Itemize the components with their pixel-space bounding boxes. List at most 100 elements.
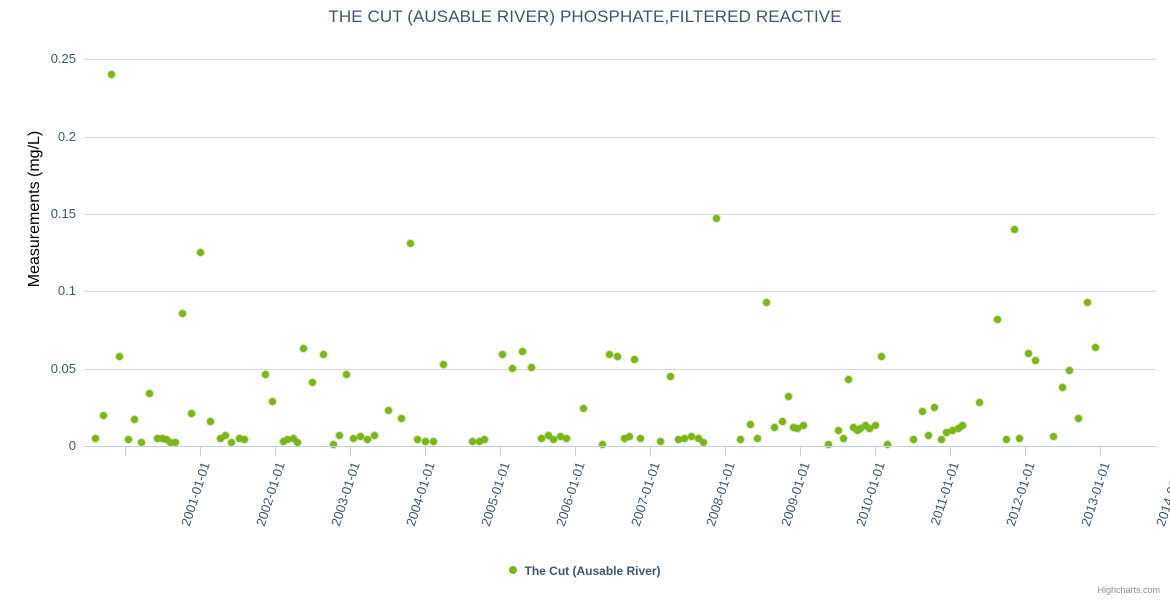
scatter-point[interactable]: [790, 423, 798, 431]
scatter-point[interactable]: [398, 414, 406, 422]
scatter-point[interactable]: [299, 345, 307, 353]
scatter-point[interactable]: [844, 376, 852, 383]
scatter-point[interactable]: [687, 433, 695, 441]
scatter-point[interactable]: [883, 440, 891, 448]
scatter-point[interactable]: [330, 440, 338, 448]
scatter-point[interactable]: [363, 436, 371, 444]
scatter-point[interactable]: [1075, 414, 1083, 422]
scatter-point[interactable]: [959, 422, 967, 430]
scatter-point[interactable]: [931, 403, 939, 411]
scatter-point[interactable]: [779, 417, 787, 425]
scatter-point[interactable]: [158, 434, 166, 442]
scatter-point[interactable]: [206, 417, 214, 425]
scatter-point[interactable]: [695, 434, 703, 442]
scatter-point[interactable]: [562, 434, 570, 442]
scatter-point[interactable]: [937, 436, 945, 444]
scatter-point[interactable]: [666, 372, 674, 380]
scatter-point[interactable]: [137, 439, 145, 447]
scatter-point[interactable]: [656, 437, 664, 445]
scatter-point[interactable]: [476, 437, 484, 445]
scatter-point[interactable]: [197, 249, 205, 257]
scatter-point[interactable]: [754, 434, 762, 442]
scatter-point[interactable]: [557, 433, 565, 441]
scatter-point[interactable]: [167, 439, 175, 447]
scatter-point[interactable]: [550, 436, 558, 444]
scatter-point[interactable]: [1025, 349, 1033, 357]
scatter-point[interactable]: [1065, 366, 1073, 374]
scatter-point[interactable]: [481, 436, 489, 444]
scatter-point[interactable]: [949, 427, 957, 435]
scatter-point[interactable]: [261, 371, 269, 379]
scatter-point[interactable]: [179, 309, 187, 317]
scatter-point[interactable]: [613, 352, 621, 360]
scatter-point[interactable]: [440, 360, 448, 368]
scatter-point[interactable]: [861, 422, 869, 430]
scatter-point[interactable]: [289, 434, 297, 442]
scatter-point[interactable]: [1015, 434, 1023, 442]
scatter-point[interactable]: [857, 425, 865, 433]
scatter-point[interactable]: [942, 428, 950, 436]
scatter-point[interactable]: [116, 352, 124, 360]
scatter-point[interactable]: [130, 416, 138, 424]
scatter-point[interactable]: [865, 425, 873, 433]
scatter-point[interactable]: [107, 71, 115, 79]
scatter-point[interactable]: [172, 439, 180, 447]
scatter-point[interactable]: [850, 423, 858, 431]
scatter-point[interactable]: [1002, 436, 1010, 444]
scatter-point[interactable]: [308, 379, 316, 387]
scatter-point[interactable]: [700, 439, 708, 447]
scatter-point[interactable]: [1083, 298, 1091, 306]
scatter-point[interactable]: [187, 410, 195, 418]
scatter-point[interactable]: [621, 434, 629, 442]
scatter-point[interactable]: [227, 439, 235, 447]
scatter-point[interactable]: [954, 425, 962, 433]
scatter-point[interactable]: [993, 315, 1001, 323]
scatter-point[interactable]: [162, 436, 170, 444]
scatter-point[interactable]: [1050, 433, 1058, 441]
scatter-point[interactable]: [712, 215, 720, 223]
scatter-point[interactable]: [91, 434, 99, 442]
scatter-point[interactable]: [636, 434, 644, 442]
scatter-point[interactable]: [100, 411, 108, 419]
scatter-point[interactable]: [794, 425, 801, 433]
scatter-point[interactable]: [544, 431, 552, 439]
scatter-point[interactable]: [579, 405, 587, 413]
scatter-point[interactable]: [413, 436, 421, 444]
scatter-point[interactable]: [342, 371, 350, 379]
scatter-point[interactable]: [240, 436, 248, 444]
scatter-point[interactable]: [800, 422, 808, 430]
scatter-point[interactable]: [746, 420, 754, 428]
scatter-point[interactable]: [146, 389, 154, 397]
scatter-point[interactable]: [284, 436, 292, 444]
scatter-point[interactable]: [406, 239, 414, 247]
scatter-point[interactable]: [537, 434, 545, 442]
scatter-point[interactable]: [877, 352, 885, 360]
scatter-point[interactable]: [335, 431, 343, 439]
scatter-point[interactable]: [910, 436, 918, 444]
legend-item-the-cut-ausable-river[interactable]: The Cut (Ausable River): [509, 563, 661, 578]
scatter-point[interactable]: [872, 422, 880, 430]
scatter-point[interactable]: [125, 436, 133, 444]
scatter-point[interactable]: [221, 431, 229, 439]
scatter-point[interactable]: [518, 348, 526, 356]
scatter-point[interactable]: [825, 440, 832, 448]
scatter-point[interactable]: [976, 399, 984, 407]
scatter-point[interactable]: [606, 351, 614, 359]
scatter-point[interactable]: [499, 351, 507, 359]
scatter-point[interactable]: [528, 363, 536, 371]
scatter-point[interactable]: [1091, 343, 1099, 351]
scatter-point[interactable]: [925, 431, 933, 439]
scatter-point[interactable]: [736, 436, 744, 444]
scatter-point[interactable]: [468, 437, 476, 445]
scatter-point[interactable]: [293, 439, 301, 447]
scatter-point[interactable]: [762, 298, 770, 306]
scatter-point[interactable]: [681, 434, 689, 442]
scatter-point[interactable]: [235, 434, 243, 442]
scatter-point[interactable]: [279, 437, 287, 445]
scatter-point[interactable]: [154, 434, 162, 442]
scatter-point[interactable]: [626, 433, 634, 441]
scatter-point[interactable]: [371, 431, 379, 439]
scatter-point[interactable]: [356, 433, 364, 441]
scatter-point[interactable]: [319, 351, 327, 359]
scatter-point[interactable]: [216, 434, 224, 442]
